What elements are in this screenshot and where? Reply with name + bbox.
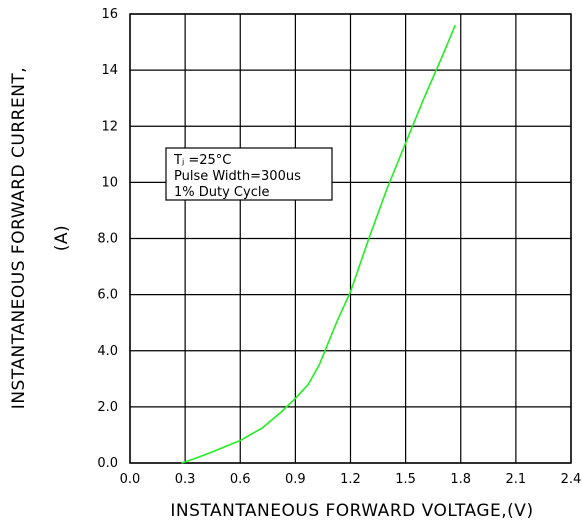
y-axis-unit: (A) bbox=[52, 225, 72, 251]
y-tick-label: 14 bbox=[101, 63, 118, 78]
annotation-line-temperature: Tⱼ =25°C bbox=[173, 153, 231, 168]
x-tick-label: 2.4 bbox=[561, 472, 582, 487]
x-tick-label: 0.6 bbox=[230, 472, 251, 487]
y-tick-label: 6.0 bbox=[97, 288, 118, 303]
y-tick-label: 2.0 bbox=[97, 400, 118, 415]
y-tick-label: 4.0 bbox=[97, 344, 118, 359]
x-tick-label: 0.3 bbox=[175, 472, 196, 487]
x-axis-title: INSTANTANEOUS FORWARD VOLTAGE,(V) bbox=[170, 501, 533, 521]
x-tick-label: 0.9 bbox=[285, 472, 306, 487]
y-tick-label: 16 bbox=[101, 7, 118, 22]
y-tick-label: 0.0 bbox=[97, 456, 118, 471]
x-tick-label: 1.8 bbox=[450, 472, 471, 487]
y-tick-labels: 0.0 2.0 4.0 6.0 8.0 10 12 14 16 bbox=[97, 7, 118, 471]
x-tick-label: 1.5 bbox=[395, 472, 416, 487]
annotation-line-pulse-width: Pulse Width=300us bbox=[174, 169, 301, 184]
x-tick-label: 1.2 bbox=[340, 472, 361, 487]
y-tick-label: 10 bbox=[101, 175, 118, 190]
y-tick-label: 12 bbox=[101, 119, 118, 134]
y-tick-label: 8.0 bbox=[97, 232, 118, 247]
grid bbox=[129, 13, 572, 464]
x-tick-labels: 0.0 0.3 0.6 0.9 1.2 1.5 1.8 2.1 2.4 bbox=[120, 472, 582, 487]
annotation-frame bbox=[165, 147, 333, 201]
x-tick-label: 0.0 bbox=[120, 472, 141, 487]
y-axis-title: INSTANTANEOUS FORWARD CURRENT, bbox=[9, 67, 29, 409]
plot-frame bbox=[129, 13, 572, 464]
annotation-line-duty-cycle: 1% Duty Cycle bbox=[174, 185, 269, 200]
forward-current-curve bbox=[181, 24, 456, 464]
annotation-box: Tⱼ =25°C Pulse Width=300us 1% Duty Cycle bbox=[165, 147, 333, 201]
x-tick-label: 2.1 bbox=[506, 472, 527, 487]
